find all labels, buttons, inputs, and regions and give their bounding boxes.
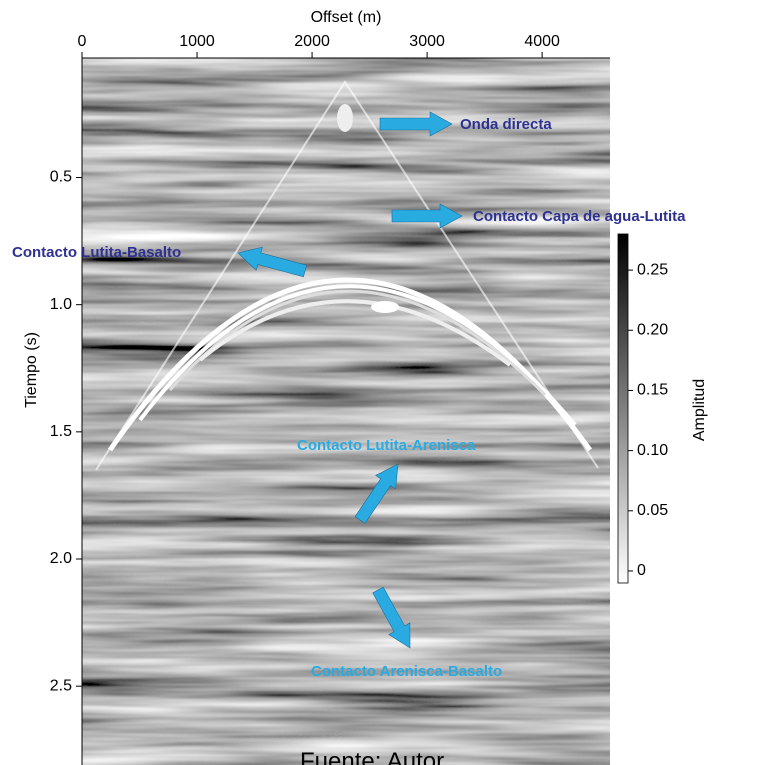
x-tick-label: 4000 [524, 33, 560, 50]
caption: Fuente: Autor [300, 748, 444, 765]
y-tick-label: 1.5 [50, 423, 72, 440]
colorbar-tick-label: 0 [637, 562, 646, 579]
annotation: Onda directa [460, 116, 552, 133]
colorbar [618, 234, 628, 583]
colorbar-tick-label: 0.10 [637, 442, 668, 459]
colorbar-label: Amplitud [691, 379, 708, 441]
x-tick-label: 0 [78, 33, 87, 50]
chart: Offset (m) Tiempo (s) Amplitud Fuente: A… [0, 0, 758, 765]
annotation: Contacto Capa de agua-Lutita [473, 208, 686, 225]
bright-spot [371, 301, 399, 313]
apex [337, 104, 353, 132]
y-tick-label: 1.0 [50, 296, 72, 313]
x-tick-label: 1000 [179, 33, 215, 50]
annotation: Contacto Lutita-Basalto [12, 244, 181, 261]
colorbar-tick-label: 0.15 [637, 382, 668, 399]
x-axis-label: Offset (m) [311, 9, 382, 26]
annotation: Contacto Arenisca-Basalto [311, 663, 502, 680]
colorbar-tick-label: 0.05 [637, 502, 668, 519]
y-tick-label: 0.5 [50, 169, 72, 186]
y-axis-label: Tiempo (s) [23, 332, 40, 408]
page: {"chart_data": { "type": "image", "x_lab… [0, 0, 758, 765]
y-tick-label: 2.5 [50, 677, 72, 694]
annotation: Contacto Lutita-Arenisca [297, 437, 476, 454]
colorbar-tick-label: 0.20 [637, 321, 668, 338]
y-tick-label: 2.0 [50, 550, 72, 567]
x-tick-label: 2000 [294, 33, 330, 50]
x-tick-label: 3000 [409, 33, 445, 50]
seismic-image [82, 58, 610, 765]
colorbar-tick-label: 0.25 [637, 261, 668, 278]
